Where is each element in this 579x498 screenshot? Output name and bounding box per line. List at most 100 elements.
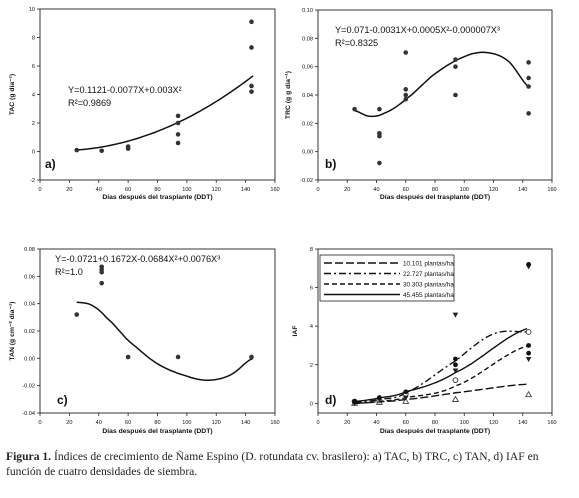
y-tick-label: -0.04 (22, 411, 35, 417)
data-point (249, 83, 254, 89)
data-point (99, 148, 104, 154)
data-point (526, 60, 531, 65)
panel-label: d) (325, 393, 336, 407)
y-tick-label: 4 (310, 324, 313, 330)
data-point (402, 397, 410, 404)
fit-r2: R²=0.8325 (335, 38, 378, 48)
caption-label: Figura 1. (6, 450, 52, 463)
data-point (74, 147, 80, 153)
x-tick-label: 160 (547, 187, 556, 193)
x-tick-label: 20 (66, 420, 72, 426)
y-tick-label: 0.08 (302, 36, 313, 42)
data-point (377, 395, 382, 400)
x-tick-label: 0 (316, 420, 319, 426)
data-point (525, 390, 533, 398)
x-tick-label: 140 (518, 187, 527, 193)
x-axis-title: Días después del trasplante (DDT) (380, 428, 490, 435)
legend-label: 45.455 plantas/ha (403, 292, 454, 299)
series-line (354, 327, 528, 403)
data-point (175, 113, 181, 119)
data-point (249, 89, 254, 94)
fit-equation: Y=-0.0721+0.1672X-0.0684X²+0.0076X³ (55, 254, 220, 264)
x-tick-label: 120 (212, 187, 221, 193)
data-point (525, 329, 532, 335)
data-point (526, 111, 531, 116)
data-point (526, 350, 531, 356)
x-tick-label: 0 (38, 187, 41, 193)
data-point (453, 57, 458, 62)
fit-r2: R²=0.9869 (68, 98, 111, 108)
y-tick-label: 8 (32, 36, 35, 42)
x-tick-label: 40 (96, 420, 102, 426)
x-axis-title: Días después del trasplante (DDT) (380, 194, 490, 201)
data-point (249, 354, 254, 360)
legend-label: 22.727 plantas/ha (403, 271, 454, 278)
y-axis-title: TAN (g cm⁻² día⁻¹) (9, 301, 16, 360)
data-point (453, 362, 458, 368)
data-point (377, 160, 382, 166)
data-point (175, 140, 181, 146)
data-point (403, 87, 409, 92)
y-tick-label: 6 (310, 286, 313, 292)
y-axis-title: IAF (292, 326, 299, 337)
chart-panel-d: 0 20 40 60 80 100 120 140 160 0 2 4 6 8 Días después d… (292, 247, 557, 435)
x-tick-label: 20 (66, 187, 72, 193)
x-tick-label: 100 (182, 187, 191, 193)
x-tick-label: 80 (154, 187, 160, 193)
series-line (354, 345, 528, 405)
data-point (175, 120, 181, 126)
data-point (453, 92, 458, 98)
y-tick-label: 6 (32, 64, 35, 70)
series-line (354, 330, 528, 404)
data-point (403, 389, 409, 395)
figure-caption: Figura 1. Índices de crecimiento de Ñame… (6, 449, 574, 479)
data-point (403, 92, 409, 98)
caption-text: Índices de crecimiento de Ñame Espino (D… (6, 450, 539, 478)
x-tick-label: 80 (432, 420, 438, 426)
x-tick-label: 60 (125, 420, 131, 426)
x-tick-label: 60 (125, 187, 131, 193)
data-point (526, 343, 531, 348)
plot-frame (317, 9, 553, 181)
x-tick-label: 120 (212, 420, 221, 426)
x-tick-label: 160 (547, 420, 556, 426)
x-tick-label: 60 (403, 187, 409, 193)
data-point (453, 356, 458, 362)
data-point (526, 75, 531, 81)
y-tick-label: 0.00 (24, 356, 35, 362)
legend-label: 30.303 plantas/ha (403, 282, 454, 289)
y-axis-title: TAC (g día⁻¹) (9, 74, 16, 116)
panel-label: b) (325, 157, 336, 171)
legend-label: 10.101 plantas/ha (403, 261, 454, 268)
data-point (403, 50, 409, 55)
y-tick-label: 2 (310, 363, 313, 369)
x-tick-label: 120 (489, 420, 498, 426)
x-tick-label: 120 (489, 187, 498, 193)
data-point (175, 132, 181, 137)
y-tick-label: 0 (310, 401, 313, 407)
fit-curve (76, 301, 254, 381)
x-tick-label: 100 (460, 420, 469, 426)
y-tick-label: -0.02 (300, 178, 313, 184)
y-tick-label: 0.02 (302, 121, 313, 127)
data-point (249, 45, 254, 50)
y-tick-label: -2 (30, 178, 35, 184)
chart-panel-c: 0 20 40 60 80 100 120 140 160 -0.04 -0.02 0.00 0.02 0… (9, 247, 280, 435)
data-point (125, 146, 131, 151)
data-point (352, 399, 357, 404)
fit-r2: R²=1.0 (55, 267, 83, 277)
data-point (377, 133, 382, 139)
data-point (526, 262, 531, 267)
y-tick-label: -0.02 (22, 384, 35, 390)
y-axis-title: TRC (g g día⁻¹) (285, 71, 292, 119)
data-point (377, 106, 382, 112)
data-point (453, 64, 458, 69)
y-tick-label: 0.08 (24, 247, 35, 253)
chart-panel-b: 0 20 40 60 80 100 120 140 160 -0.02 0.00 0.02 0.04 0.… (285, 8, 557, 201)
y-tick-label: 0.00 (302, 150, 313, 156)
x-tick-label: 20 (344, 420, 350, 426)
fit-curve (76, 75, 254, 151)
x-tick-label: 0 (316, 187, 319, 193)
